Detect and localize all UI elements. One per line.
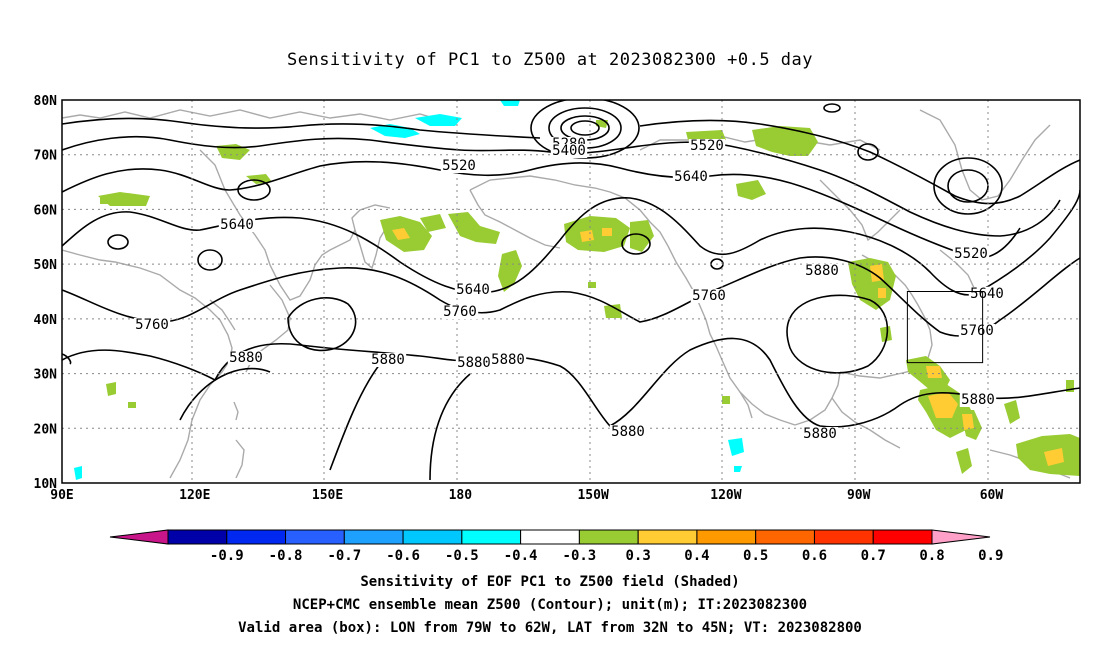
latitude-label: 10N [34,477,58,492]
colorbar-label: 0.4 [684,548,709,564]
colorbar-min-triangle [109,529,169,545]
latitude-label: 30N [34,368,58,383]
footer-line-2: NCEP+CMC ensemble mean Z500 (Contour); u… [292,597,808,613]
contour-label-background [440,159,478,173]
contour-label: 5760 [960,323,994,339]
footer-line-3: Valid area (box): LON from 79W to 62W, L… [238,620,862,636]
colorbar-segment [578,529,639,545]
colorbar-max-triangle [931,529,991,545]
contour-label: 5880 [961,392,995,408]
graticule [62,100,1080,483]
colorbar-label: 0.5 [743,548,768,564]
colorbar-label: 0.3 [626,548,651,564]
contour-label: 5880 [611,424,645,440]
longitude-label: 120W [710,488,741,503]
contour-label: 5880 [805,263,839,279]
contour-label: 5880 [371,352,405,368]
contour-label-background [609,425,647,439]
longitude-label: 60W [980,488,1004,503]
contour-label-background [227,351,265,365]
latitude-label: 70N [34,149,58,164]
longitude-label: 150W [577,488,608,503]
colorbar-label: -0.6 [386,548,420,564]
contour-label-background [801,427,839,441]
colorbar-label: 0.6 [802,548,827,564]
contour-label: 5880 [457,355,491,371]
contour-label: 5640 [220,217,254,233]
longitude-label: 90E [50,488,73,503]
contour-label-background [489,353,527,367]
contour-label: 5760 [443,304,477,320]
contour-label-background [690,289,728,303]
colorbar-label: -0.4 [504,548,538,564]
colorbar-label: -0.5 [445,548,479,564]
contour-label-background [968,287,1006,301]
latitude-label: 80N [34,94,58,109]
colorbar-segment [226,529,287,545]
contour-label: 5880 [229,350,263,366]
contour-label-background [218,218,256,232]
valid-area-box [906,291,984,364]
positive-sensitivity-patches-yellow [392,228,1064,466]
colorbar-label: 0.7 [861,548,886,564]
longitude-label: 180 [449,488,473,503]
longitude-label: 120E [179,488,210,503]
latitude-label: 50N [34,258,58,273]
colorbar: -0.9 -0.8 -0.7 -0.6 -0.5 -0.4 -0.3 0.3 0.4 0.5 0.6… [109,529,1003,564]
contour-label: 5640 [674,169,708,185]
contour-label-background [550,144,588,158]
colorbar-segment [637,529,698,545]
latitude-label: 60N [34,203,58,218]
longitude-label: 150E [312,488,343,503]
colorbar-label: -0.8 [269,548,303,564]
contour-label-background [454,283,492,297]
latitude-label: 40N [34,313,58,328]
contour-label-background [688,139,726,153]
colorbar-segment [285,529,345,545]
map-frame [61,99,1081,484]
colorbar-segment [402,529,463,545]
contour-label: 5760 [692,288,726,304]
contour-label: 5400 [552,143,586,159]
colorbar-segment [520,529,580,545]
contour-label: 5880 [491,352,525,368]
colorbar-segment [755,529,815,545]
footer-line-1: Sensitivity of EOF PC1 to Z500 field (Sh… [360,574,740,590]
colorbar-segment [872,529,933,545]
colorbar-segment [696,529,757,545]
colorbar-label: -0.9 [210,548,244,564]
contour-label-background [369,353,407,367]
contour-label-background [959,393,997,407]
contour-label: 5880 [803,426,837,442]
colorbar-segment [813,529,874,545]
latitude-label: 20N [34,422,58,437]
contour-label: 5640 [970,286,1004,302]
colorbar-segment [343,529,404,545]
contour-label: 5640 [456,282,490,298]
contour-label-background [803,264,841,278]
contour-label: 5520 [690,138,724,154]
colorbar-label: 0.8 [919,548,944,564]
longitude-label: 90W [847,488,871,503]
contour-label-background [455,356,493,370]
colorbar-label: 0.9 [978,548,1003,564]
contour-label-background [133,318,171,332]
contour-label-background [441,305,479,319]
colorbar-segment [461,529,522,545]
contour-label-background [952,247,990,261]
contour-label: 5760 [135,317,169,333]
contour-label-background [958,324,996,338]
colorbar-label: -0.7 [327,548,361,564]
contour-label-background [672,170,710,184]
colorbar-segment [167,529,228,545]
colorbar-label: -0.3 [563,548,597,564]
plot-title: Sensitivity of PC1 to Z500 at 2023082300… [286,50,813,70]
contour-label: 5520 [954,246,988,262]
contour-label: 5520 [442,158,476,174]
